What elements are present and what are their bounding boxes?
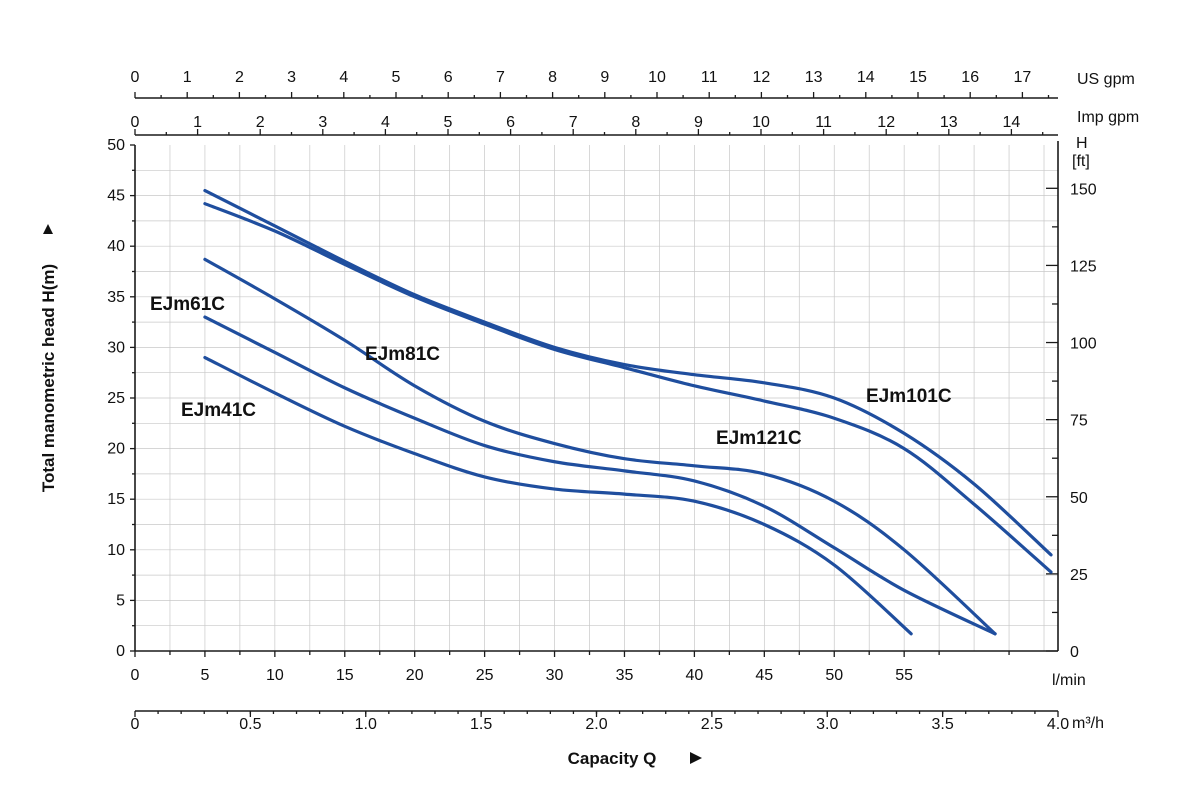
curve-label-ejm41c: EJm41C <box>181 400 256 421</box>
usgpm-tick-label: 7 <box>496 69 505 86</box>
ft-unit-top: H <box>1076 135 1088 152</box>
ft-tick-label: 25 <box>1070 567 1088 584</box>
ft-tick-label: 150 <box>1070 181 1097 198</box>
y-axis-arrow-icon <box>43 224 53 234</box>
x-tick-label: 25 <box>476 667 494 684</box>
x-tick-label: 55 <box>895 667 913 684</box>
curve-label-ejm61c: EJm61C <box>150 294 225 315</box>
y-tick-label: 10 <box>107 542 125 559</box>
m3h-tick-label: 3.0 <box>816 716 838 733</box>
grid-lines <box>135 145 1058 651</box>
x-tick-label: 45 <box>755 667 773 684</box>
impgpm-tick-label: 12 <box>877 114 895 131</box>
usgpm-tick-label: 6 <box>444 69 453 86</box>
usgpm-tick-label: 2 <box>235 69 244 86</box>
x-tick-label: 40 <box>685 667 703 684</box>
impgpm-tick-label: 13 <box>940 114 958 131</box>
m3h-tick-label: 3.5 <box>932 716 954 733</box>
usgpm-tick-label: 12 <box>753 69 771 86</box>
x-tick-label: 10 <box>266 667 284 684</box>
curve-ejm61c <box>203 315 997 636</box>
impgpm-tick-label: 0 <box>131 114 140 131</box>
ft-tick-label: 125 <box>1070 258 1097 275</box>
x-tick-label: 5 <box>200 667 209 684</box>
usgpm-tick-label: 14 <box>857 69 875 86</box>
x-unit-label: l/min <box>1052 672 1086 689</box>
usgpm-tick-label: 8 <box>548 69 557 86</box>
x-tick-label: 35 <box>616 667 634 684</box>
usgpm-tick-label: 10 <box>648 69 666 86</box>
usgpm-tick-label: 0 <box>131 69 140 86</box>
y-tick-label: 35 <box>107 289 125 306</box>
usgpm-tick-label: 3 <box>287 69 296 86</box>
y-tick-label: 0 <box>116 643 125 660</box>
x-tick-label: 15 <box>336 667 354 684</box>
y-axis-title: Total manometric head H(m) <box>39 264 58 492</box>
impgpm-tick-label: 8 <box>631 114 640 131</box>
ft-tick-label: 100 <box>1070 336 1097 353</box>
ft-unit-bottom: [ft] <box>1072 153 1090 170</box>
x-tick-label: 20 <box>406 667 424 684</box>
impgpm-tick-label: 11 <box>815 114 832 131</box>
impgpm-tick-label: 10 <box>752 114 770 131</box>
m3h-unit-label: m³/h <box>1072 715 1104 732</box>
usgpm-tick-label: 9 <box>600 69 609 86</box>
impgpm-tick-label: 9 <box>694 114 703 131</box>
impgpm-unit-label: Imp gpm <box>1077 109 1139 126</box>
curve-ejm81c <box>203 257 997 636</box>
impgpm-tick-label: 2 <box>256 114 265 131</box>
curve-ejm121c <box>203 202 1053 574</box>
impgpm-tick-label: 3 <box>318 114 327 131</box>
x-axis-title: Capacity Q <box>568 749 657 768</box>
impgpm-tick-label: 14 <box>1003 114 1021 131</box>
y-tick-label: 25 <box>107 390 125 407</box>
curve-label-ejm101c: EJm101C <box>866 386 952 407</box>
usgpm-tick-label: 16 <box>961 69 979 86</box>
usgpm-tick-label: 11 <box>701 69 718 86</box>
m3h-tick-label: 2.0 <box>585 716 607 733</box>
y-tick-label: 5 <box>116 592 125 609</box>
impgpm-tick-label: 1 <box>193 114 202 131</box>
m3h-tick-label: 0.5 <box>239 716 261 733</box>
impgpm-tick-label: 5 <box>444 114 453 131</box>
y-tick-label: 30 <box>107 339 125 356</box>
impgpm-tick-label: 4 <box>381 114 390 131</box>
x-tick-label: 30 <box>546 667 564 684</box>
usgpm-tick-label: 4 <box>339 69 348 86</box>
m3h-tick-label: 2.5 <box>701 716 723 733</box>
usgpm-tick-label: 13 <box>805 69 823 86</box>
impgpm-tick-label: 7 <box>569 114 578 131</box>
ft-tick-label: 50 <box>1070 490 1088 507</box>
curves <box>203 188 1053 636</box>
ft-tick-label: 0 <box>1070 644 1079 661</box>
usgpm-tick-label: 15 <box>909 69 927 86</box>
y-tick-label: 15 <box>107 491 125 508</box>
x-tick-label: 0 <box>131 667 140 684</box>
curve-label-ejm81c: EJm81C <box>365 344 440 365</box>
x-axis-arrow-icon <box>690 752 702 764</box>
y-tick-label: 20 <box>107 441 125 458</box>
y-tick-label: 40 <box>107 238 125 255</box>
usgpm-unit-label: US gpm <box>1077 71 1135 88</box>
x-tick-label: 50 <box>825 667 843 684</box>
curve-ejm101c <box>203 188 1053 557</box>
y-tick-label: 50 <box>107 137 125 154</box>
usgpm-tick-label: 17 <box>1014 69 1032 86</box>
curve-label-ejm121c: EJm121C <box>716 428 802 449</box>
impgpm-tick-label: 6 <box>506 114 515 131</box>
ft-tick-label: 75 <box>1070 413 1088 430</box>
m3h-tick-label: 0 <box>131 716 140 733</box>
usgpm-tick-label: 5 <box>392 69 401 86</box>
m3h-tick-label: 4.0 <box>1047 716 1069 733</box>
m3h-tick-label: 1.0 <box>355 716 377 733</box>
curve-ejm41c <box>203 355 913 636</box>
usgpm-tick-label: 1 <box>183 69 192 86</box>
axes <box>130 92 1059 717</box>
y-tick-label: 45 <box>107 188 125 205</box>
m3h-tick-label: 1.5 <box>470 716 492 733</box>
